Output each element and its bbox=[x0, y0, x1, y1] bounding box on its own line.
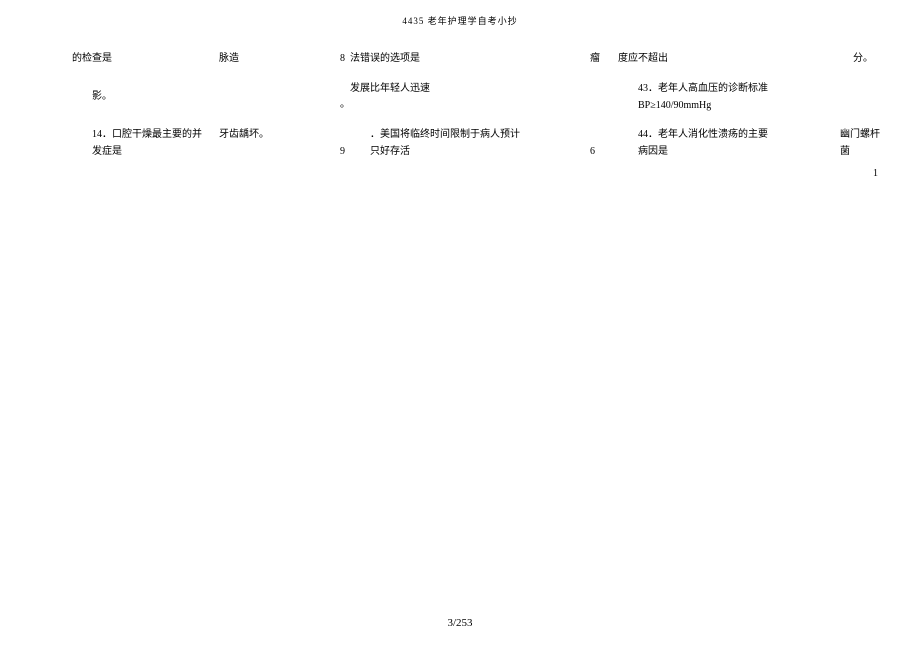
page-number-right: 1 bbox=[873, 168, 878, 179]
col1-line2: 影。 bbox=[92, 88, 112, 105]
col2-line1-left: 法错误的选项是 bbox=[350, 50, 420, 67]
col2-line3-left: ．美国将临终时间限制于病人预计只好存活 bbox=[370, 126, 520, 160]
col3-line2: 43．老年人高血压的诊断标准BP≥140/90mmHg bbox=[638, 80, 798, 114]
document-footer: 3/253 bbox=[0, 617, 920, 629]
col1-line1-left: 的检查是 bbox=[72, 50, 112, 67]
document-header: 4435 老年护理学自考小抄 bbox=[0, 14, 920, 27]
col3-line3-left: 44．老年人消化性溃疡的主要病因是 bbox=[638, 126, 773, 160]
col3-line1-left: 度应不超出 bbox=[618, 50, 668, 67]
col2-line3-right: 6 bbox=[590, 143, 595, 160]
col1-line1-right: 脉造 bbox=[219, 50, 239, 67]
col1-line3-right: 牙齿龋坏。 bbox=[219, 126, 274, 143]
col3-line1-right: 分。 bbox=[853, 50, 873, 67]
header-title: 4435 老年护理学自考小抄 bbox=[402, 16, 517, 26]
col1-line3-left: 14．口腔干燥最主要的并发症是 bbox=[92, 126, 207, 160]
col2-line1-right: 瘤 bbox=[590, 50, 600, 67]
col3-line3-right: 幽门螺杆菌 bbox=[840, 126, 880, 160]
col2-line2-left: 发展比年轻人迅速 bbox=[350, 80, 430, 97]
col2-line3-num: 9 bbox=[340, 143, 345, 160]
col2-line1-num: 8 bbox=[340, 50, 345, 67]
footer-page: 3/253 bbox=[447, 617, 472, 629]
col2-line2-right: 。 bbox=[340, 96, 350, 113]
